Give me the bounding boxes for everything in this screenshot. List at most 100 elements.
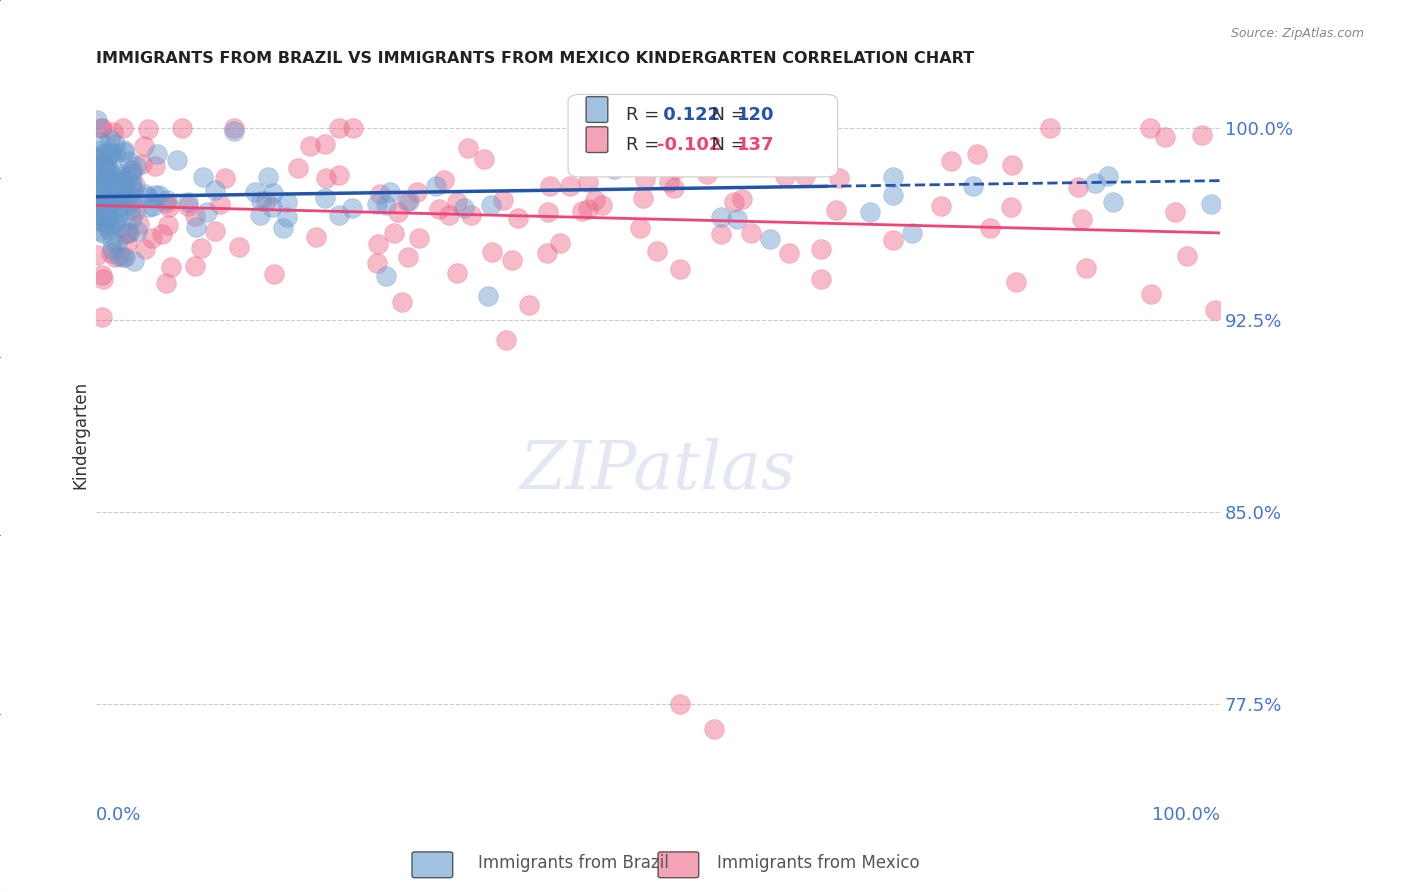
- Point: [108, 199, 131, 213]
- Point: [117, 226, 139, 240]
- Point: [114, 227, 136, 241]
- Point: [124, 178, 146, 192]
- Point: [287, 161, 309, 175]
- Point: [299, 138, 322, 153]
- Point: [453, 201, 475, 215]
- Text: Source: ZipAtlas.com: Source: ZipAtlas.com: [1230, 27, 1364, 40]
- Point: [101, 184, 124, 198]
- Point: [90, 206, 112, 220]
- Point: [571, 203, 593, 218]
- Point: [90, 120, 112, 135]
- Point: [98, 177, 121, 191]
- Text: N =: N =: [700, 136, 751, 153]
- Point: [90, 154, 112, 169]
- Point: [962, 179, 984, 194]
- Point: [90, 206, 112, 220]
- Point: [342, 120, 364, 135]
- Point: [86, 174, 108, 188]
- Point: [98, 179, 121, 194]
- Point: [118, 203, 141, 218]
- Point: [249, 208, 271, 222]
- Point: [110, 172, 132, 186]
- Point: [177, 199, 200, 213]
- Point: [460, 208, 482, 222]
- Text: 137: 137: [737, 136, 775, 153]
- Point: [695, 132, 717, 146]
- Point: [105, 170, 128, 185]
- Point: [134, 138, 156, 153]
- Point: [824, 202, 846, 217]
- Point: [86, 175, 108, 189]
- Point: [1199, 197, 1222, 211]
- Point: [254, 194, 277, 209]
- Point: [1139, 287, 1161, 301]
- Point: [737, 139, 759, 153]
- Point: [406, 186, 429, 200]
- FancyBboxPatch shape: [658, 852, 699, 878]
- Text: 0.0%: 0.0%: [96, 806, 142, 824]
- FancyBboxPatch shape: [568, 95, 838, 177]
- Point: [86, 190, 108, 204]
- Text: Immigrants from Brazil: Immigrants from Brazil: [478, 855, 669, 872]
- Point: [263, 267, 285, 281]
- Point: [97, 150, 120, 164]
- Point: [91, 196, 114, 211]
- Point: [696, 167, 718, 181]
- Point: [141, 230, 163, 244]
- Point: [1097, 169, 1119, 183]
- Point: [91, 272, 114, 286]
- Point: [136, 122, 159, 136]
- Point: [108, 190, 131, 204]
- Point: [250, 194, 273, 209]
- Point: [87, 201, 110, 215]
- Point: [105, 201, 128, 215]
- Point: [859, 205, 882, 219]
- Point: [111, 175, 134, 189]
- Point: [495, 333, 517, 347]
- Point: [882, 234, 904, 248]
- Point: [101, 125, 124, 139]
- Point: [112, 145, 135, 160]
- Point: [86, 248, 108, 262]
- Point: [537, 204, 560, 219]
- Point: [86, 197, 108, 211]
- Point: [1175, 249, 1198, 263]
- Point: [86, 152, 108, 166]
- Point: [112, 182, 135, 196]
- Point: [1070, 212, 1092, 227]
- Point: [243, 186, 266, 200]
- Point: [262, 186, 284, 200]
- Point: [156, 218, 179, 232]
- Text: -0.102: -0.102: [657, 136, 721, 153]
- Point: [94, 173, 117, 187]
- Point: [457, 140, 479, 154]
- Point: [101, 182, 124, 196]
- Point: [501, 252, 523, 267]
- Point: [222, 124, 245, 138]
- Point: [1000, 200, 1022, 214]
- Point: [104, 136, 127, 151]
- Point: [160, 260, 183, 274]
- Point: [177, 194, 200, 209]
- Point: [96, 203, 118, 218]
- Point: [391, 294, 413, 309]
- Point: [1084, 176, 1107, 190]
- Point: [723, 195, 745, 210]
- Point: [121, 179, 143, 194]
- Point: [100, 196, 122, 211]
- Point: [121, 178, 143, 192]
- Point: [90, 120, 112, 135]
- Point: [94, 191, 117, 205]
- Point: [90, 310, 112, 325]
- Point: [107, 250, 129, 264]
- Text: Immigrants from Mexico: Immigrants from Mexico: [717, 855, 920, 872]
- Point: [121, 211, 143, 225]
- Point: [1204, 303, 1226, 318]
- Point: [810, 242, 832, 256]
- Point: [665, 162, 688, 177]
- Point: [105, 235, 128, 250]
- Point: [112, 183, 135, 197]
- Point: [86, 181, 108, 195]
- Point: [115, 185, 138, 199]
- Point: [108, 186, 131, 200]
